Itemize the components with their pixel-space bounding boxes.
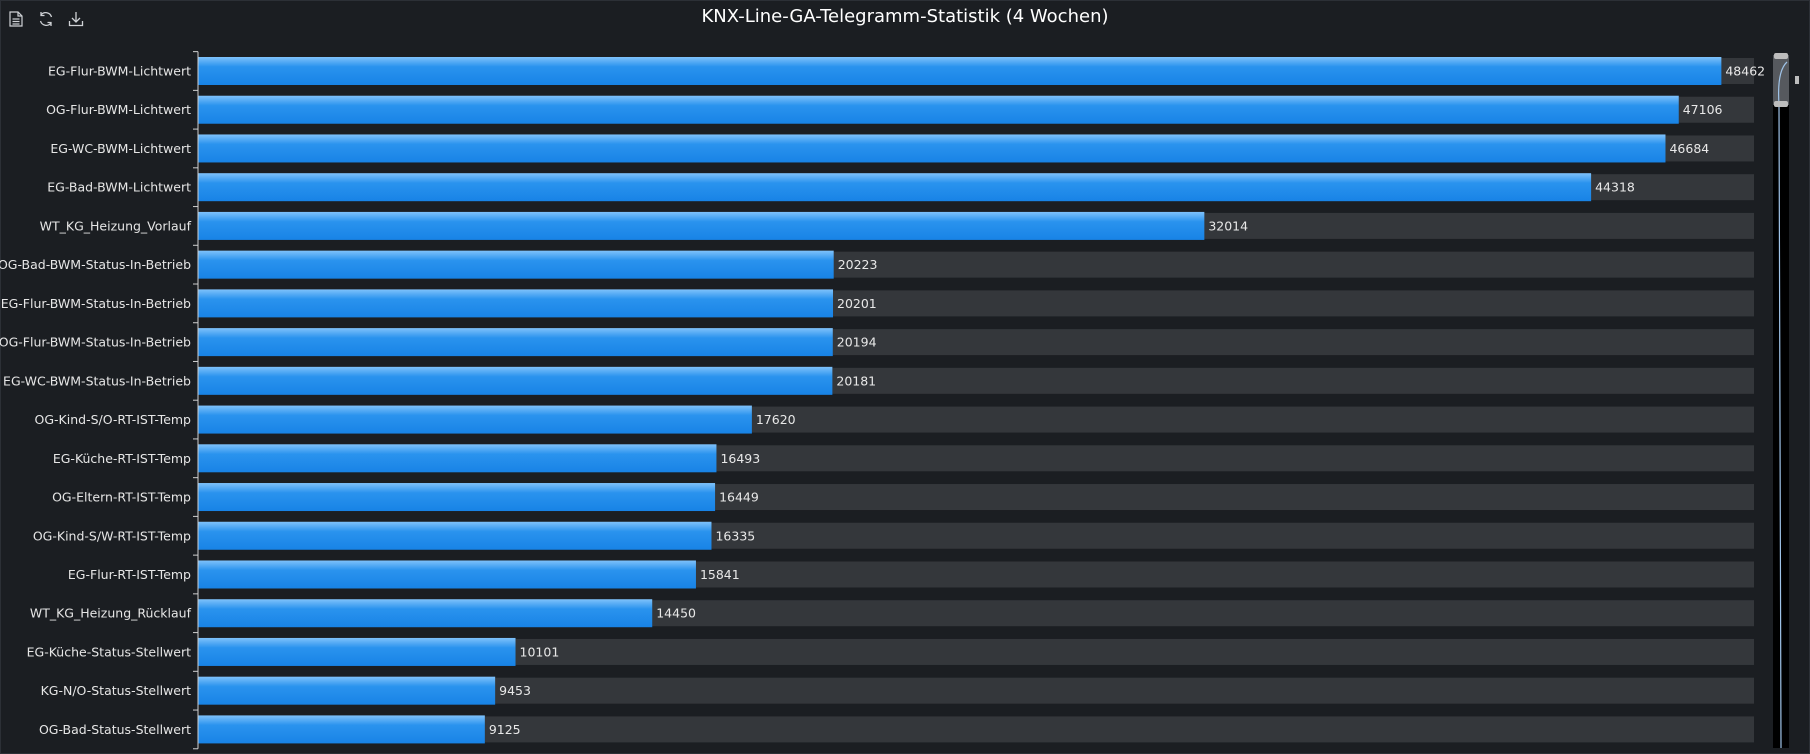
datazoom-handle-top[interactable] [1774, 53, 1788, 59]
data-label: 20194 [837, 335, 877, 350]
datazoom-handle-bottom[interactable] [1774, 101, 1788, 107]
bar[interactable] [198, 328, 833, 357]
data-label: 32014 [1208, 218, 1248, 233]
bar[interactable] [198, 405, 752, 434]
data-label: 48462 [1725, 64, 1765, 79]
category-label: EG-Flur-BWM-Status-In-Betrieb [1, 296, 191, 311]
data-label: 15841 [700, 567, 740, 582]
category-label: OG-Flur-BWM-Lichtwert [46, 102, 191, 117]
data-label: 20201 [837, 296, 877, 311]
bar[interactable] [198, 366, 833, 395]
bar[interactable] [198, 483, 716, 512]
category-label: EG-WC-BWM-Status-In-Betrieb [3, 373, 191, 388]
data-label: 20181 [836, 373, 876, 388]
category-label: OG-Kind-S/W-RT-IST-Temp [33, 528, 191, 543]
bar[interactable] [198, 173, 1592, 202]
datazoom-track[interactable] [1773, 55, 1789, 748]
datazoom-preview-line [1777, 61, 1788, 749]
chart-toolbar [4, 8, 88, 30]
data-label: 10101 [520, 644, 560, 659]
category-label: OG-Kind-S/O-RT-IST-Temp [35, 412, 192, 427]
bar[interactable] [198, 444, 717, 473]
bar[interactable] [198, 521, 712, 550]
data-label: 44318 [1595, 180, 1635, 195]
category-label: EG-Flur-BWM-Lichtwert [48, 64, 191, 79]
data-label: 47106 [1683, 102, 1723, 117]
data-label: 14450 [656, 606, 696, 621]
bar[interactable] [198, 637, 516, 666]
category-label: EG-Flur-RT-IST-Temp [68, 567, 191, 582]
bar[interactable] [198, 211, 1205, 240]
category-label: OG-Eltern-RT-IST-Temp [52, 490, 191, 505]
bar[interactable] [198, 289, 834, 318]
bar[interactable] [198, 599, 653, 628]
data-label: 46684 [1669, 141, 1709, 156]
category-label: WT_KG_Heizung_Rücklauf [30, 606, 192, 621]
bar[interactable] [198, 250, 834, 279]
category-label: OG-Bad-Status-Stellwert [39, 722, 191, 737]
category-label: EG-Küche-Status-Stellwert [27, 644, 191, 659]
data-label: 16449 [719, 490, 759, 505]
category-label: OG-Bad-BWM-Status-In-Betrieb [0, 257, 191, 272]
datazoom-window[interactable] [1773, 55, 1789, 105]
data-label: 9453 [499, 683, 531, 698]
datazoom-move-handle[interactable] [1795, 76, 1799, 84]
bar[interactable] [198, 560, 696, 589]
data-label: 20223 [838, 257, 878, 272]
data-label: 16493 [720, 451, 760, 466]
bar[interactable] [198, 57, 1722, 85]
save-image-icon[interactable] [64, 8, 88, 30]
bar[interactable] [198, 134, 1666, 163]
data-view-icon[interactable] [4, 8, 28, 30]
category-label: OG-Flur-BWM-Status-In-Betrieb [0, 335, 191, 350]
data-label: 9125 [489, 722, 521, 737]
data-label: 17620 [756, 412, 796, 427]
bar[interactable] [198, 95, 1679, 124]
bar[interactable] [198, 715, 485, 744]
category-label: EG-Küche-RT-IST-Temp [53, 451, 191, 466]
bar[interactable] [198, 676, 496, 705]
category-label: KG-N/O-Status-Stellwert [41, 683, 192, 698]
restore-icon[interactable] [34, 8, 58, 30]
category-label: EG-Bad-BWM-Lichtwert [47, 180, 191, 195]
category-label: EG-WC-BWM-Lichtwert [50, 141, 191, 156]
chart-title: KNX-Line-GA-Telegramm-Statistik (4 Woche… [701, 6, 1109, 27]
category-label: WT_KG_Heizung_Vorlauf [40, 218, 192, 233]
data-label: 16335 [715, 528, 755, 543]
